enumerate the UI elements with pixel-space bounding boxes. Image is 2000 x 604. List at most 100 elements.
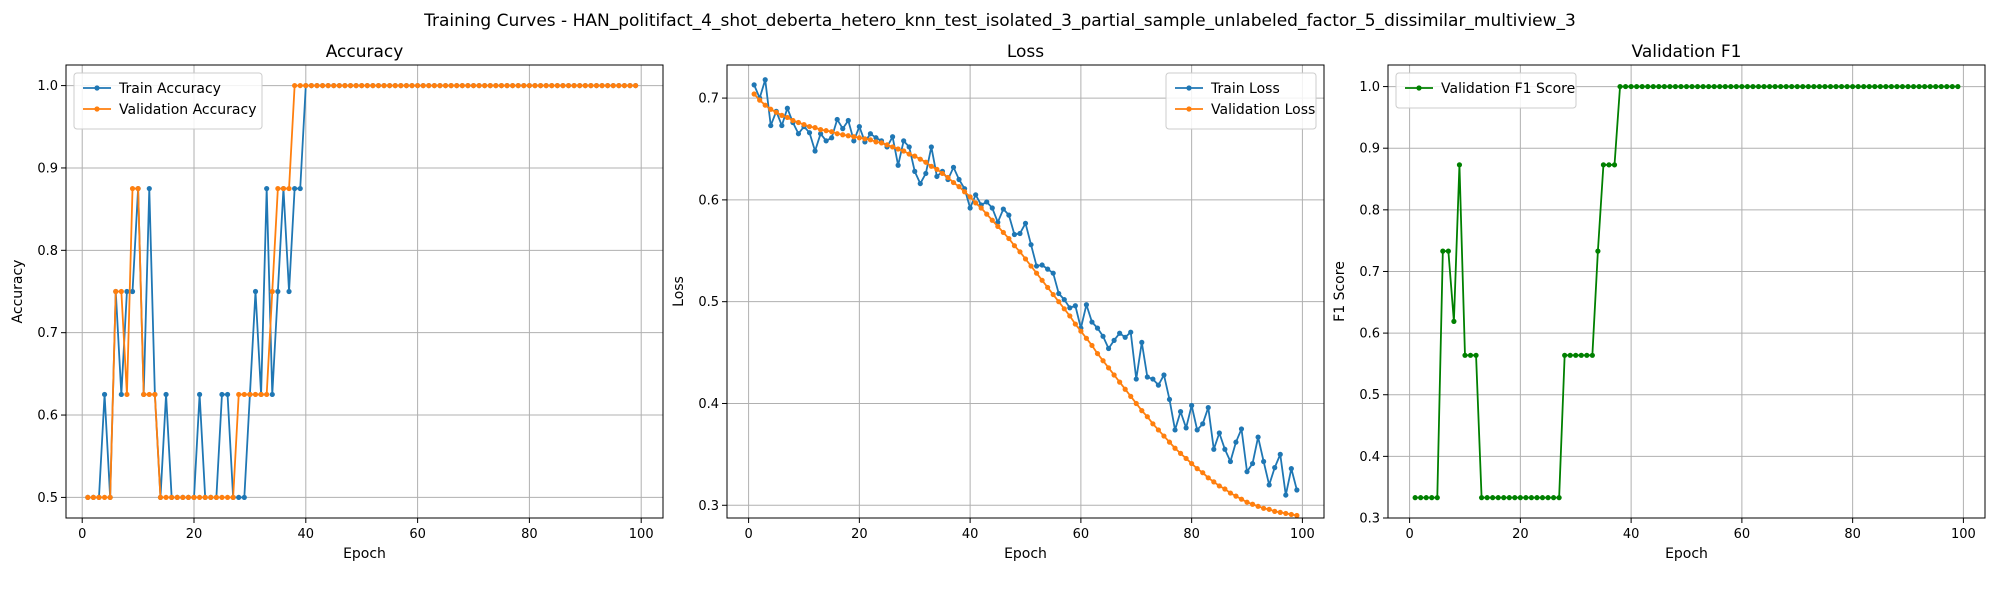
data-point bbox=[1150, 376, 1156, 382]
y-tick-label: 0.6 bbox=[37, 409, 58, 424]
data-point bbox=[269, 391, 275, 398]
data-point bbox=[1501, 495, 1507, 501]
data-point bbox=[762, 102, 768, 108]
data-point bbox=[1473, 352, 1479, 358]
x-axis-label: Epoch bbox=[1004, 546, 1047, 562]
data-point bbox=[1706, 83, 1712, 90]
data-point bbox=[1244, 469, 1250, 475]
data-point bbox=[515, 82, 521, 89]
data-point bbox=[1789, 83, 1795, 90]
data-point bbox=[85, 494, 91, 501]
x-tick-label: 20 bbox=[851, 527, 868, 542]
data-point bbox=[1899, 83, 1906, 90]
data-point bbox=[582, 82, 588, 89]
data-point bbox=[1261, 458, 1267, 465]
data-point bbox=[1910, 83, 1917, 90]
data-point bbox=[1628, 83, 1634, 90]
data-point bbox=[146, 391, 152, 398]
y-axis-label: F1 Score bbox=[1332, 261, 1348, 322]
data-point bbox=[1506, 495, 1512, 501]
data-point bbox=[169, 494, 175, 501]
data-point bbox=[1850, 83, 1856, 90]
data-point bbox=[431, 82, 437, 89]
legend-swatch-marker bbox=[1416, 85, 1422, 91]
data-point bbox=[90, 494, 96, 501]
data-point bbox=[398, 82, 404, 89]
data-point bbox=[1011, 231, 1018, 238]
data-point bbox=[124, 391, 130, 398]
series-line-1 bbox=[87, 84, 636, 499]
x-tick-label: 0 bbox=[1405, 527, 1413, 542]
data-point bbox=[247, 391, 253, 398]
data-point bbox=[1183, 425, 1189, 431]
data-point bbox=[1211, 479, 1217, 485]
data-point bbox=[588, 82, 594, 89]
data-point bbox=[264, 185, 270, 192]
series-line-2 bbox=[87, 84, 636, 499]
data-point bbox=[1584, 352, 1590, 358]
data-point bbox=[1238, 426, 1245, 432]
data-point bbox=[1595, 248, 1601, 254]
data-point bbox=[1056, 299, 1062, 305]
data-point bbox=[303, 82, 309, 89]
data-point bbox=[593, 82, 600, 89]
data-point bbox=[923, 159, 929, 165]
data-point bbox=[1667, 83, 1673, 90]
data-point bbox=[1589, 352, 1595, 358]
data-point bbox=[1650, 83, 1656, 90]
data-point bbox=[521, 82, 527, 89]
data-point bbox=[241, 494, 247, 501]
plot-frame bbox=[1387, 64, 1986, 519]
data-point bbox=[1883, 83, 1889, 90]
series-markers-1 bbox=[1412, 83, 1961, 501]
panel-title: Accuracy bbox=[326, 42, 404, 62]
data-point bbox=[118, 391, 124, 398]
data-point bbox=[1017, 230, 1023, 237]
data-point bbox=[757, 97, 763, 103]
y-tick-label: 0.7 bbox=[1359, 265, 1380, 280]
panel-2: 0 20 40 60 80 100 0.3 0.4 0.5 0.6 0.7 Loss Epoch Loss… bbox=[671, 42, 1325, 562]
data-point bbox=[297, 185, 303, 192]
data-point bbox=[1133, 376, 1139, 382]
data-point bbox=[1838, 83, 1845, 90]
data-point bbox=[1844, 83, 1850, 90]
data-point bbox=[895, 146, 901, 152]
series-line-2 bbox=[753, 93, 1298, 517]
data-point bbox=[627, 82, 633, 89]
data-point bbox=[1827, 83, 1834, 90]
data-point bbox=[426, 82, 432, 89]
data-point bbox=[1194, 427, 1200, 433]
data-point bbox=[224, 391, 231, 398]
data-point bbox=[912, 153, 918, 159]
data-point bbox=[1534, 495, 1540, 501]
data-point bbox=[1678, 83, 1684, 90]
data-point bbox=[1861, 83, 1867, 90]
data-point bbox=[1916, 83, 1922, 90]
data-point bbox=[504, 82, 510, 89]
data-point bbox=[1733, 83, 1739, 90]
data-point bbox=[180, 494, 186, 501]
data-point bbox=[286, 288, 292, 295]
data-point bbox=[817, 127, 824, 133]
data-point bbox=[1294, 487, 1300, 493]
data-point bbox=[1205, 404, 1211, 411]
data-point bbox=[934, 166, 940, 172]
data-point bbox=[1772, 83, 1778, 90]
data-point bbox=[1177, 409, 1184, 415]
data-point bbox=[269, 288, 275, 295]
data-point bbox=[1622, 83, 1629, 90]
data-point bbox=[1750, 83, 1756, 90]
data-point bbox=[973, 192, 979, 198]
data-point bbox=[984, 211, 990, 217]
data-point bbox=[928, 163, 934, 169]
x-tick-label: 100 bbox=[1951, 527, 1976, 542]
data-point bbox=[1866, 83, 1872, 90]
data-point bbox=[1266, 482, 1272, 488]
data-point bbox=[1816, 83, 1823, 90]
data-point bbox=[856, 135, 862, 141]
data-point bbox=[297, 82, 303, 89]
data-point bbox=[571, 82, 577, 89]
data-point bbox=[945, 174, 951, 181]
y-tick-label: 0.6 bbox=[698, 193, 719, 208]
data-point bbox=[1600, 162, 1607, 168]
